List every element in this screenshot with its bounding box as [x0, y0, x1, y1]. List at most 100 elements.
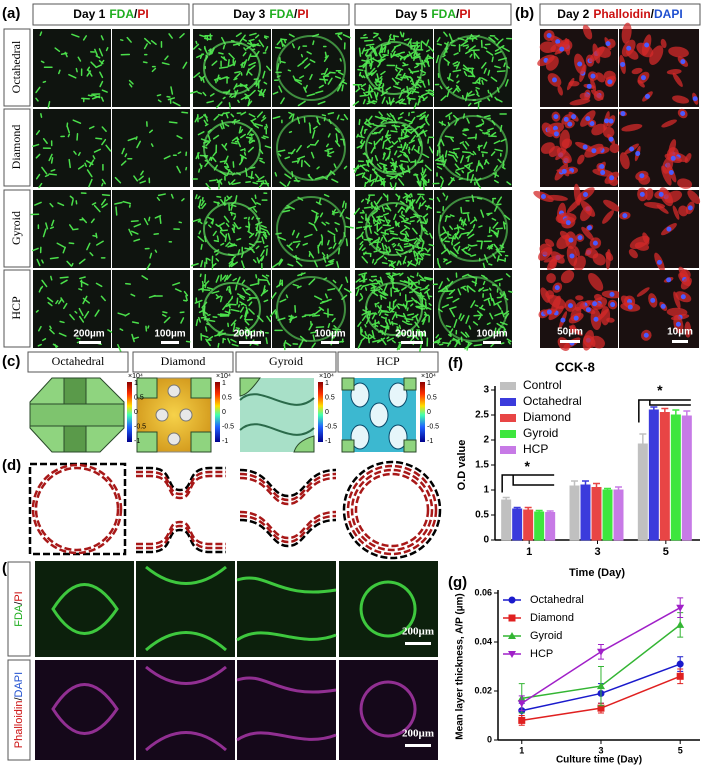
y-axis-label: O.D value [456, 440, 468, 491]
cell [168, 33, 173, 39]
cell [263, 245, 269, 248]
cell [376, 245, 380, 249]
nucleus [658, 191, 664, 197]
colorbar-label: ×10⁴ [216, 373, 231, 380]
cell [231, 181, 241, 186]
x-tick-label: 3 [594, 546, 600, 558]
cell [313, 224, 318, 232]
cell [419, 111, 427, 116]
cell [391, 141, 395, 145]
cell [264, 145, 272, 149]
cell [368, 84, 373, 91]
cell [86, 70, 92, 77]
cell [223, 155, 229, 165]
cell [279, 181, 287, 188]
nucleus [540, 193, 546, 199]
cell [395, 69, 402, 78]
cell [480, 209, 485, 218]
colorbar-tick: 0.5 [427, 394, 437, 401]
cell [459, 155, 464, 164]
colorbar-tick: 0.5 [222, 394, 232, 401]
cell [327, 230, 336, 236]
cell [296, 144, 302, 153]
cell [133, 238, 141, 242]
point [676, 672, 684, 680]
cell [579, 92, 591, 101]
legend-swatch [500, 446, 516, 454]
cell [128, 79, 134, 85]
cell [422, 168, 427, 176]
cell [428, 92, 436, 95]
cell [361, 47, 366, 55]
cell [71, 198, 74, 206]
cell [413, 250, 416, 258]
row-box [3, 189, 31, 268]
cell [687, 190, 701, 205]
cell [297, 272, 306, 277]
cell [341, 200, 345, 208]
cell [389, 263, 394, 267]
cell [470, 300, 476, 309]
cell [394, 248, 403, 252]
cell [308, 278, 316, 286]
cell [422, 129, 427, 137]
cell [279, 298, 287, 303]
colorbar-tick: -0.5 [325, 423, 337, 430]
cell [299, 75, 305, 79]
outline [136, 470, 226, 496]
point [596, 682, 605, 690]
cell [585, 247, 599, 259]
cell [422, 252, 431, 256]
cell [130, 220, 139, 223]
cell [64, 51, 68, 58]
cell [126, 36, 132, 43]
cell [306, 93, 316, 97]
cell [399, 244, 404, 252]
cell [371, 214, 377, 223]
scaffold-edge [359, 680, 417, 738]
cell [131, 333, 135, 343]
cell [222, 96, 226, 100]
cell [239, 133, 246, 139]
cell [332, 242, 337, 249]
cell [244, 320, 250, 326]
cell [49, 256, 59, 260]
cell [208, 179, 217, 182]
cell [489, 292, 493, 302]
cell [435, 334, 440, 339]
cell [230, 295, 234, 300]
cell [403, 243, 409, 246]
cell [34, 201, 42, 206]
error-bar [535, 509, 543, 512]
cell [426, 307, 432, 310]
cell [472, 321, 479, 326]
nucleus [554, 285, 560, 291]
cell [230, 308, 240, 313]
cell [339, 58, 342, 62]
cell [358, 47, 362, 57]
cell [376, 163, 382, 170]
cell [338, 239, 342, 245]
cell [333, 330, 338, 339]
cell [246, 297, 253, 302]
y-tick-label: 0.02 [474, 685, 492, 695]
cell [383, 46, 387, 53]
cell [197, 219, 202, 223]
cell [378, 128, 384, 134]
cell [366, 100, 375, 105]
cell [561, 138, 573, 149]
cell [420, 92, 430, 97]
x-tick-label: 1 [519, 745, 524, 755]
cell [325, 221, 330, 225]
cell [251, 197, 257, 205]
header-label: HCP [376, 354, 400, 368]
cell [416, 219, 420, 223]
cell [297, 100, 306, 107]
cell [304, 84, 308, 90]
surface [239, 377, 315, 453]
bar [501, 499, 512, 541]
cell [223, 56, 226, 61]
cell [325, 262, 334, 267]
cell [452, 155, 458, 162]
cell [424, 164, 432, 172]
